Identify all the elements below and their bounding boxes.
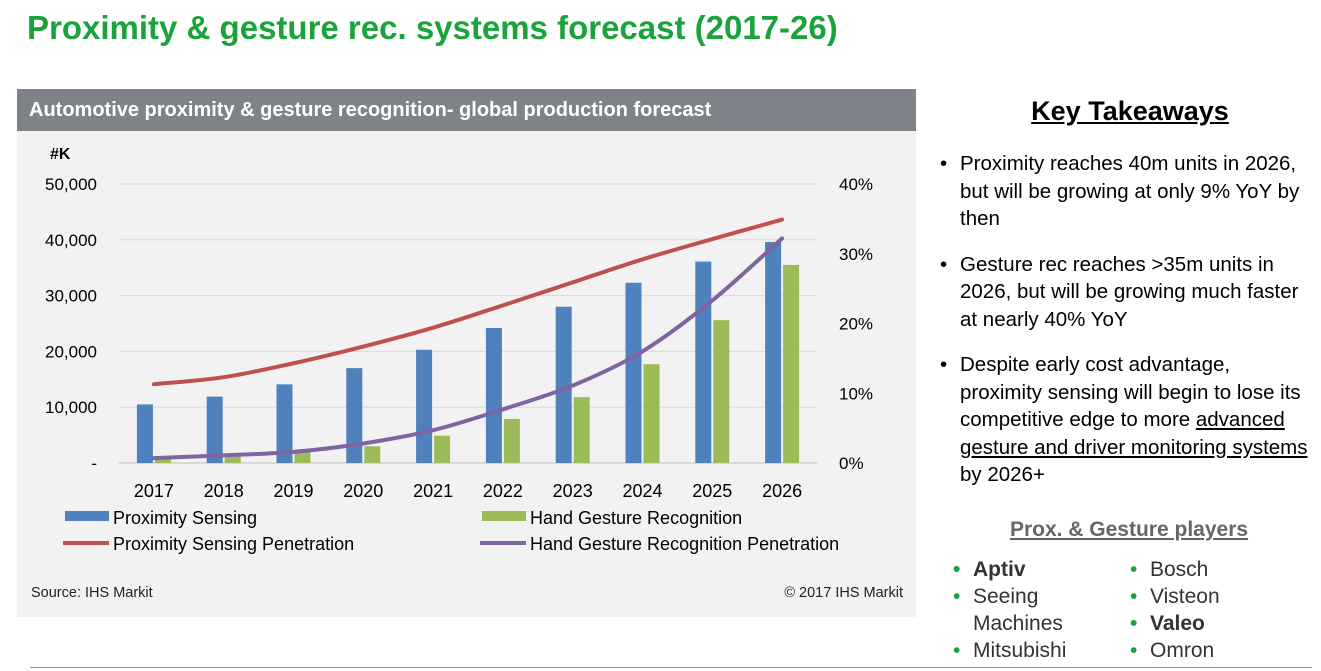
takeaway-text-end: by 2026+ (960, 463, 1045, 486)
bullet-icon: • (953, 585, 961, 608)
bullet-icon: • (1130, 639, 1138, 662)
legend-label: Proximity Sensing Penetration (113, 534, 354, 554)
x-tick-label: 2026 (762, 481, 802, 501)
y-tick-label: 50,000 (45, 175, 97, 194)
takeaway-underlined-text: advanced gesture and driver monitoring s… (960, 408, 1308, 459)
x-tick-label: 2022 (483, 481, 523, 501)
y2-tick-label: 10% (839, 384, 873, 403)
bar-hand-gesture-recognition (573, 397, 590, 463)
bar-hand-gesture-recognition (783, 264, 800, 463)
player-name: Valeo (1150, 612, 1205, 635)
bar-proximity-sensing (485, 327, 502, 463)
divider (30, 667, 1312, 668)
x-tick-label: 2024 (622, 481, 662, 501)
y2-tick-label: 20% (839, 315, 873, 334)
legend-swatch-hand-gesture-recognition (482, 511, 526, 521)
takeaways-list: • Proximity reaches 40m units in 2026, b… (938, 150, 1316, 507)
legend-label: Proximity Sensing (113, 508, 257, 528)
player-name: Bosch (1150, 558, 1209, 581)
bar-hand-gesture-recognition (503, 418, 520, 463)
player-item: • Visteon (1128, 583, 1318, 610)
line-hand-gesture-recognition-penetration (151, 236, 785, 461)
y-axis-label: #K (50, 146, 71, 163)
player-name: Mitsubishi (973, 639, 1067, 662)
bar-proximity-sensing (555, 306, 572, 463)
bar-hand-gesture-recognition (643, 364, 660, 463)
legend-label: Hand Gesture Recognition Penetration (530, 534, 839, 554)
player-name: Seeing Machines (973, 585, 1063, 635)
chart-copyright: © 2017 IHS Markit (784, 585, 903, 601)
bar-proximity-sensing (416, 349, 433, 463)
takeaway-text: Despite early cost advantage, proximity … (960, 353, 1301, 431)
player-name: Aptiv (973, 558, 1026, 581)
y-tick-label: 10,000 (45, 398, 97, 417)
takeaway-text: Gesture rec reaches >35m units in 2026, … (960, 252, 1299, 331)
bullet-icon: • (1130, 585, 1138, 608)
player-item: • Omron (1128, 637, 1318, 664)
bar-hand-gesture-recognition (154, 457, 171, 463)
y-tick-label: - (91, 454, 97, 473)
bullet-icon: • (940, 152, 948, 175)
bar-hand-gesture-recognition (364, 446, 381, 463)
players-list-right: • Bosch • Visteon • Valeo • Omron (1128, 556, 1318, 664)
players-list-left: • Aptiv • Seeing Machines • Mitsubishi (951, 556, 1121, 664)
x-tick-label: 2023 (553, 481, 593, 501)
y-tick-label: 40,000 (45, 231, 97, 250)
bar-hand-gesture-recognition (713, 320, 730, 463)
y-tick-label: 20,000 (45, 342, 97, 361)
bullet-icon: • (1130, 612, 1138, 635)
bullet-icon: • (940, 252, 948, 276)
player-item: • Bosch (1128, 556, 1318, 583)
player-name: Visteon (1150, 585, 1220, 608)
chart-header: Automotive proximity & gesture recogniti… (17, 89, 916, 131)
x-tick-label: 2019 (273, 481, 313, 501)
x-tick-label: 2017 (134, 481, 174, 501)
player-name: Omron (1150, 639, 1215, 662)
bar-hand-gesture-recognition (224, 455, 241, 463)
takeaways-title: Key Takeaways (1031, 96, 1229, 126)
bar-proximity-sensing (346, 368, 363, 463)
y2-tick-label: 30% (839, 245, 873, 264)
players-title: Prox. & Gesture players (1009, 518, 1249, 541)
bar-proximity-sensing (136, 404, 153, 463)
bar-proximity-sensing (276, 384, 293, 463)
legend-swatch-proximity-sensing (65, 511, 109, 521)
bar-proximity-sensing (206, 396, 223, 463)
y2-tick-label: 0% (839, 454, 864, 473)
bar-proximity-sensing (625, 282, 642, 463)
y2-tick-label: 40% (839, 175, 873, 194)
player-item: • Mitsubishi (951, 637, 1121, 664)
x-tick-label: 2021 (413, 481, 453, 501)
takeaway-item: • Despite early cost advantage, proximit… (938, 351, 1316, 489)
x-tick-label: 2025 (692, 481, 732, 501)
bullet-icon: • (1130, 558, 1138, 581)
page-title: Proximity & gesture rec. systems forecas… (27, 9, 838, 46)
y-tick-label: 30,000 (45, 287, 97, 306)
takeaway-item: • Proximity reaches 40m units in 2026, b… (938, 150, 1316, 233)
bullet-icon: • (940, 353, 948, 376)
takeaway-text: Proximity reaches 40m units in 2026, but… (960, 152, 1300, 230)
player-item: • Seeing Machines (951, 583, 1121, 637)
x-tick-label: 2020 (343, 481, 383, 501)
bullet-icon: • (953, 558, 961, 581)
line-proximity-sensing-penetration (151, 217, 785, 387)
legend-label: Hand Gesture Recognition (530, 508, 742, 528)
x-tick-label: 2018 (204, 481, 244, 501)
chart-panel: - 10,000 20,000 30,000 40,000 50,000 0% 10% 20% 3… (17, 89, 916, 617)
bar-proximity-sensing (695, 261, 712, 463)
bar-hand-gesture-recognition (434, 435, 451, 463)
bullet-icon: • (953, 639, 961, 662)
chart-source: Source: IHS Markit (31, 585, 153, 601)
bar-hand-gesture-recognition (294, 451, 311, 463)
player-item: • Aptiv (951, 556, 1121, 583)
chart: - 10,000 20,000 30,000 40,000 50,000 0% 10% 20% 3… (31, 146, 903, 601)
bar-proximity-sensing (765, 242, 782, 463)
player-item: • Valeo (1128, 610, 1318, 637)
takeaway-item: • Gesture rec reaches >35m units in 2026… (938, 251, 1316, 334)
